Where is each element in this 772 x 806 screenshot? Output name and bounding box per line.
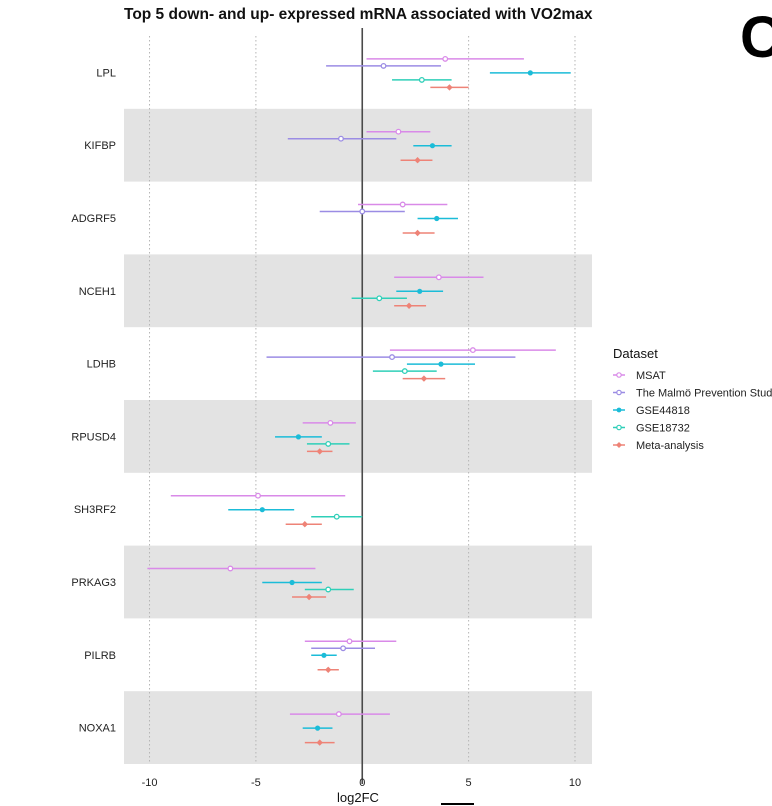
x-axis-title: log2FC bbox=[337, 790, 379, 805]
legend: Dataset MSAT The Malmö Prevention Study GS… bbox=[613, 346, 772, 452]
legend-key-marker bbox=[616, 389, 622, 396]
point-estimate bbox=[376, 295, 383, 302]
legend-label: MSAT bbox=[636, 370, 666, 382]
chart-title: Top 5 down- and up- expressed mRNA assoc… bbox=[124, 6, 593, 23]
legend-item: GSE18732 bbox=[613, 423, 690, 435]
data-marks bbox=[147, 55, 571, 746]
row-bands bbox=[124, 108, 592, 764]
legend-key-marker bbox=[616, 407, 622, 413]
legend-item: GSE44818 bbox=[613, 405, 690, 417]
point-estimate bbox=[438, 361, 444, 367]
point-estimate bbox=[414, 157, 421, 164]
legend-item: MSAT bbox=[613, 370, 666, 382]
point-estimate bbox=[335, 711, 342, 718]
point-estimate bbox=[325, 666, 332, 673]
row-band bbox=[124, 691, 592, 764]
y-tick-label: RPUSD4 bbox=[71, 431, 116, 443]
y-tick-label: NOXA1 bbox=[79, 723, 116, 735]
panel-letter: C bbox=[740, 5, 772, 70]
legend-label: The Malmö Prevention Study bbox=[636, 388, 772, 400]
point-estimate bbox=[429, 143, 436, 149]
point-estimate bbox=[333, 513, 340, 520]
legend-item: The Malmö Prevention Study bbox=[613, 388, 772, 400]
point-estimate bbox=[434, 215, 440, 222]
legend-item: Meta-analysis bbox=[613, 440, 704, 452]
gridlines bbox=[149, 36, 576, 764]
point-estimate bbox=[346, 638, 353, 645]
y-tick-label: KIFBP bbox=[84, 140, 116, 152]
legend-title: Dataset bbox=[613, 346, 658, 361]
point-estimate bbox=[227, 565, 234, 572]
point-estimate bbox=[316, 448, 323, 455]
point-estimate bbox=[289, 579, 295, 586]
legend-key-marker bbox=[616, 442, 622, 448]
point-estimate bbox=[314, 725, 321, 731]
point-estimate bbox=[255, 492, 261, 499]
point-estimate bbox=[442, 55, 449, 62]
y-tick-label: PILRB bbox=[84, 650, 116, 662]
legend-label: GSE18732 bbox=[636, 423, 690, 435]
point-estimate bbox=[338, 135, 344, 142]
y-axis-labels: LPL KIFBP ADGRF5 NCEH1 LDHB RPUSD4 SH3RF2 PRKAG… bbox=[71, 67, 116, 734]
x-tick-label: 10 bbox=[569, 777, 581, 789]
row-band bbox=[124, 545, 592, 619]
x-tick-label: 0 bbox=[359, 777, 365, 789]
point-estimate bbox=[395, 128, 402, 135]
point-estimate bbox=[340, 645, 347, 652]
point-estimate bbox=[446, 84, 453, 91]
y-tick-label: NCEH1 bbox=[79, 286, 116, 298]
row-band bbox=[124, 108, 592, 182]
point-estimate bbox=[301, 521, 309, 528]
point-estimate bbox=[414, 229, 421, 237]
point-estimate bbox=[399, 201, 406, 208]
point-estimate bbox=[389, 354, 395, 361]
legend-label: GSE44818 bbox=[636, 405, 690, 417]
point-estimate bbox=[305, 593, 313, 601]
point-estimate bbox=[417, 288, 423, 294]
point-estimate bbox=[321, 652, 327, 658]
legend-key-marker bbox=[616, 372, 622, 378]
y-tick-label: LPL bbox=[96, 67, 116, 79]
point-estimate bbox=[259, 507, 265, 513]
y-tick-label: ADGRF5 bbox=[71, 213, 116, 225]
point-estimate bbox=[435, 274, 442, 281]
point-estimate bbox=[316, 739, 323, 746]
point-estimate bbox=[359, 208, 366, 215]
point-estimate bbox=[295, 434, 302, 440]
x-tick-label: 5 bbox=[466, 777, 472, 789]
row-band bbox=[124, 400, 592, 473]
x-tick-label: -10 bbox=[142, 777, 158, 789]
legend-key-marker bbox=[616, 424, 622, 431]
point-estimate bbox=[405, 302, 413, 309]
point-estimate bbox=[325, 440, 332, 447]
legend-label: Meta-analysis bbox=[636, 440, 704, 452]
point-estimate bbox=[325, 586, 332, 593]
point-estimate bbox=[420, 375, 428, 382]
x-axis-ticks: -10 -5 0 5 10 bbox=[142, 777, 582, 789]
point-estimate bbox=[469, 347, 476, 354]
y-tick-label: LDHB bbox=[87, 359, 116, 371]
row-band bbox=[124, 254, 592, 328]
x-tick-label: -5 bbox=[251, 777, 261, 789]
point-estimate bbox=[327, 419, 334, 426]
y-tick-label: SH3RF2 bbox=[74, 504, 116, 516]
point-estimate bbox=[380, 62, 387, 69]
y-tick-label: PRKAG3 bbox=[71, 577, 116, 589]
point-estimate bbox=[418, 76, 425, 83]
point-estimate bbox=[401, 368, 408, 375]
point-estimate bbox=[527, 70, 533, 76]
